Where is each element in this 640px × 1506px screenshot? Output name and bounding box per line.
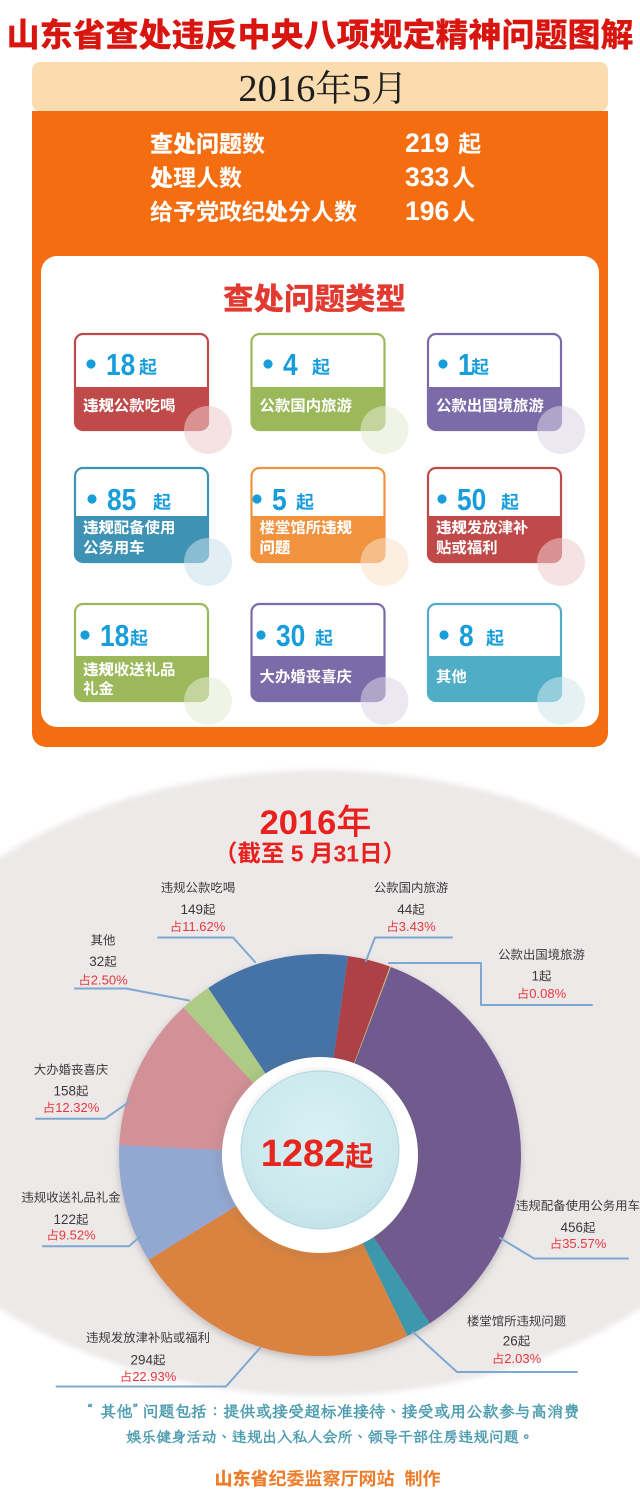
svg-text:35.57%: 35.57%: [562, 1236, 607, 1251]
svg-text:5: 5: [272, 483, 287, 517]
svg-text:1: 1: [458, 348, 473, 382]
svg-text:333: 333: [405, 162, 449, 192]
svg-text:9.52%: 9.52%: [59, 1228, 96, 1243]
svg-text:31: 31: [333, 841, 359, 867]
svg-text:158: 158: [54, 1084, 77, 1099]
svg-text:122: 122: [54, 1212, 77, 1227]
svg-text:1: 1: [532, 969, 540, 984]
svg-text:149: 149: [181, 902, 204, 917]
svg-text:18: 18: [106, 348, 135, 382]
svg-text:8: 8: [459, 619, 474, 653]
svg-text:12.32%: 12.32%: [55, 1100, 100, 1115]
svg-text:32: 32: [89, 954, 104, 969]
svg-text:22.93%: 22.93%: [132, 1369, 177, 1384]
svg-text:2.50%: 2.50%: [91, 973, 128, 988]
svg-text:3.43%: 3.43%: [399, 919, 436, 934]
svg-text:5: 5: [291, 841, 304, 867]
svg-text:50: 50: [457, 483, 486, 517]
svg-text:456: 456: [561, 1220, 584, 1235]
svg-text:2016: 2016: [260, 804, 337, 842]
svg-text:5: 5: [352, 68, 371, 110]
svg-text:2016: 2016: [238, 68, 315, 110]
svg-text:4: 4: [283, 348, 298, 382]
svg-text:196: 196: [405, 196, 449, 226]
svg-text:18: 18: [100, 619, 129, 653]
svg-text:294: 294: [131, 1353, 154, 1368]
svg-text:2.03%: 2.03%: [504, 1351, 541, 1366]
svg-text:44: 44: [397, 902, 412, 917]
svg-text:1282: 1282: [261, 1133, 346, 1175]
svg-text:219: 219: [405, 128, 449, 158]
svg-text:30: 30: [276, 619, 305, 653]
svg-text:26: 26: [503, 1334, 518, 1349]
svg-text:0.08%: 0.08%: [529, 986, 566, 1001]
svg-text:11.62%: 11.62%: [182, 919, 226, 934]
svg-text:85: 85: [107, 483, 136, 517]
